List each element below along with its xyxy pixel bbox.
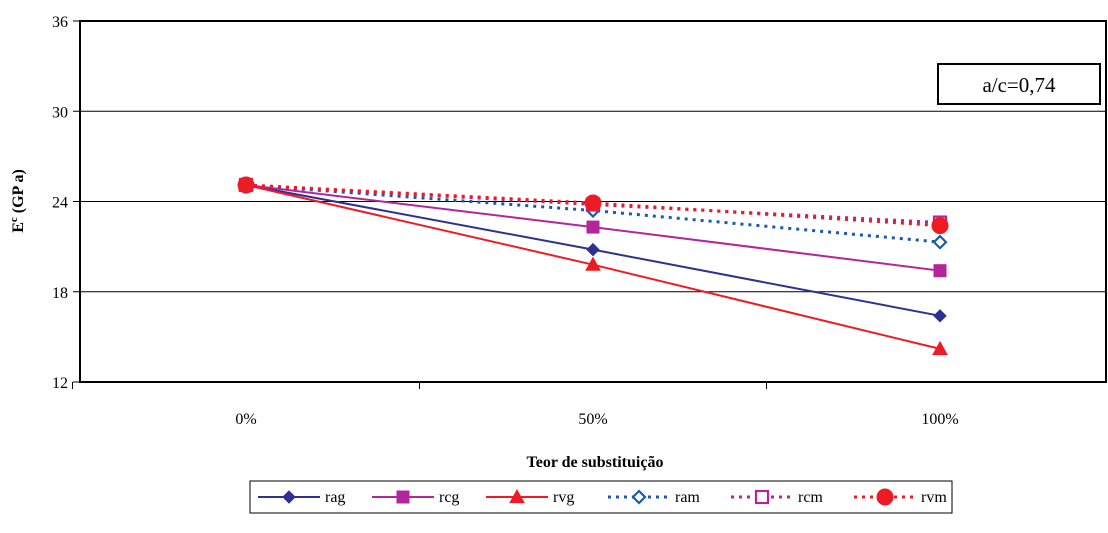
y-tick-label: 36	[52, 14, 68, 31]
annotation-box	[937, 63, 1101, 105]
legend-item-rvg: rvg	[486, 488, 574, 506]
legend-label: ram	[675, 489, 700, 506]
data-point-rag	[933, 309, 947, 323]
legend-marker	[396, 490, 410, 504]
y-tick-label: 18	[52, 285, 68, 302]
series-group	[237, 176, 949, 356]
legend-label: rvm	[921, 489, 947, 506]
data-point-rag	[586, 242, 600, 257]
legend	[249, 480, 953, 514]
legend-item-rcm: rcm	[731, 489, 823, 506]
legend-marker	[509, 488, 525, 504]
y-tick-label: 12	[52, 375, 68, 392]
x-axis-ticks: 0% 50% 100%	[72, 382, 959, 428]
annotation-text: a/c=0,74	[982, 73, 1056, 97]
x-tick-label: 50%	[578, 411, 607, 428]
data-point-rvm	[931, 217, 949, 235]
y-tick-label: 30	[52, 104, 68, 121]
data-point-rcg	[586, 220, 600, 234]
legend-marker	[876, 488, 894, 506]
legend-item-ram: ram	[608, 489, 700, 506]
x-tick-label: 0%	[235, 411, 256, 428]
data-point-rvg	[585, 256, 601, 271]
data-point-rvm	[237, 176, 255, 194]
series-rvm	[237, 176, 949, 235]
x-tick-label: 100%	[921, 411, 958, 428]
legend-item-rvm: rvm	[854, 488, 947, 506]
legend-label: rag	[325, 489, 345, 506]
legend-label: rcm	[798, 489, 823, 506]
data-point-rvm	[584, 194, 602, 212]
legend-item-rag: rag	[258, 489, 345, 506]
x-axis-label: Teor de substituição	[527, 454, 664, 471]
legend-marker	[282, 490, 296, 504]
legend-marker	[754, 489, 770, 505]
data-point-rvg	[932, 340, 948, 356]
legend-items: rag rcg rvg ram rcm rvm	[258, 488, 947, 506]
legend-marker	[631, 489, 647, 505]
y-axis-label: Ec (GP a)	[8, 169, 27, 233]
legend-item-rcg: rcg	[372, 489, 459, 506]
data-point-ram	[932, 234, 948, 250]
legend-label: rcg	[439, 489, 459, 506]
series-ram	[238, 177, 948, 250]
y-axis-ticks: 12 18 24 30 36	[52, 14, 80, 392]
data-point-rcg	[933, 264, 947, 278]
legend-label: rvg	[553, 489, 574, 506]
y-tick-label: 24	[52, 195, 68, 212]
